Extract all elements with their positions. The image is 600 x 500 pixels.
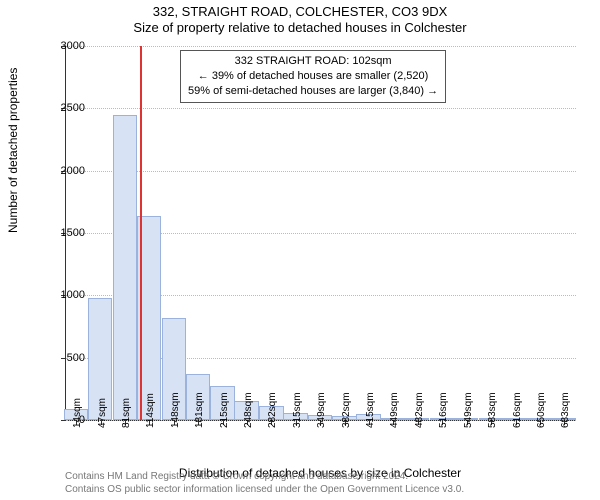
annotation-line: 332 STRAIGHT ROAD: 102sqm [188, 54, 438, 69]
y-tick-label: 1000 [61, 289, 85, 301]
gridline-h [66, 108, 576, 109]
y-tick-label: 1500 [61, 227, 85, 239]
annotation-line: 59% of semi-detached houses are larger (… [188, 84, 438, 99]
y-tick [61, 420, 66, 421]
page-title-line2: Size of property relative to detached ho… [0, 20, 600, 35]
gridline-h [66, 46, 576, 47]
gridline-h [66, 171, 576, 172]
annotation-box: 332 STRAIGHT ROAD: 102sqm← 39% of detach… [180, 50, 446, 103]
y-axis-label: Number of detached properties [6, 68, 20, 233]
credit-line2: Contains OS public sector information li… [65, 484, 464, 495]
y-tick-label: 2000 [61, 165, 85, 177]
credit-text: Contains HM Land Registry data © Crown c… [65, 471, 590, 496]
histogram-bar [113, 115, 137, 420]
reference-marker [140, 46, 142, 420]
credit-line1: Contains HM Land Registry data © Crown c… [65, 471, 408, 482]
y-tick [61, 358, 66, 359]
page-title-line1: 332, STRAIGHT ROAD, COLCHESTER, CO3 9DX [0, 4, 600, 19]
y-tick-label: 500 [67, 352, 85, 364]
annotation-line: ← 39% of detached houses are smaller (2,… [188, 69, 438, 84]
y-tick-label: 2500 [61, 102, 85, 114]
y-tick-label: 3000 [61, 40, 85, 52]
